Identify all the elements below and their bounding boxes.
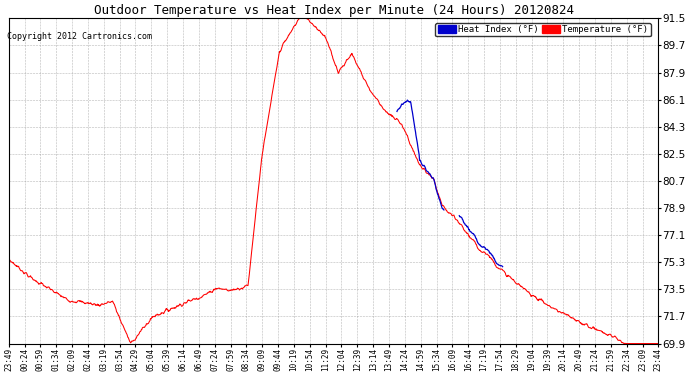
Legend: Heat Index (°F), Temperature (°F): Heat Index (°F), Temperature (°F) — [435, 23, 651, 36]
Title: Outdoor Temperature vs Heat Index per Minute (24 Hours) 20120824: Outdoor Temperature vs Heat Index per Mi… — [94, 4, 573, 17]
Text: Copyright 2012 Cartronics.com: Copyright 2012 Cartronics.com — [7, 32, 152, 41]
